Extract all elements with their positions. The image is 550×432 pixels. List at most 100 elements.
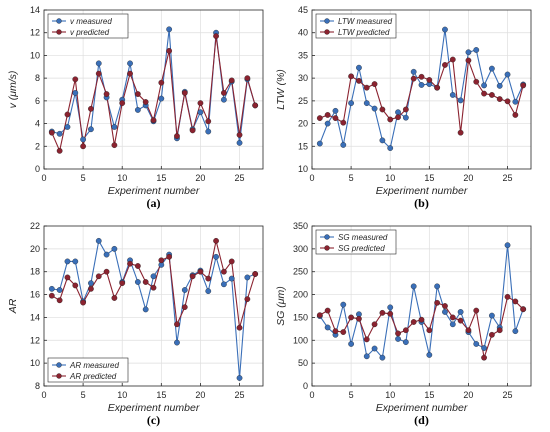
data-point [205,288,212,295]
data-point [316,140,323,147]
data-point [244,274,251,281]
y-tick-label: 30 [298,73,308,83]
x-tick-label: 10 [117,173,127,183]
data-point [402,106,409,113]
data-point [348,341,354,347]
data-point [158,79,165,86]
data-point [181,287,188,293]
data-point [340,329,347,335]
data-point [489,331,495,338]
legend-label: v measured [70,17,112,26]
y-tick-label: 150 [293,312,308,322]
y-tick-label: 4 [35,119,40,129]
data-point [80,143,86,150]
data-point [127,60,133,67]
data-point [520,306,527,313]
data-point [213,33,219,39]
data-point [88,126,94,133]
y-tick-label: 10 [298,164,308,174]
x-tick-label: 25 [503,390,513,400]
data-point [512,328,519,335]
data-point [48,129,55,136]
data-point [236,132,243,138]
y-tick-label: 8 [35,73,40,83]
data-point [379,354,386,361]
data-point [481,345,487,351]
data-point [442,26,448,33]
data-point [181,304,188,311]
legend-marker-predicted [324,245,330,251]
y-tick-label: 45 [298,5,308,15]
data-point [395,330,401,337]
data-point [72,282,79,289]
y-tick-label: 0 [35,164,40,174]
data-point [56,297,63,304]
x-tick-label: 20 [195,390,205,400]
legend: LTW measured LTW predicted [315,13,397,39]
data-point [80,299,86,306]
legend-marker-measured [56,362,62,368]
x-axis-label: Experiment number [376,185,468,197]
y-tick-label: 40 [298,28,308,38]
grid-lines [44,10,263,169]
legend-box [47,13,129,39]
x-axis-label: Experiment number [108,185,200,197]
legend-label: SG predicted [338,244,385,253]
data-point [236,375,243,381]
axes-frame [311,9,532,170]
x-tick-label: 15 [424,173,434,183]
legend-marker-measured [324,234,330,240]
y-tick-label: 22 [30,221,40,231]
data-point [434,299,441,306]
data-point [205,118,212,125]
data-point [371,105,378,112]
data-point [410,283,417,290]
y-tick-label: 10 [30,50,40,60]
y-axis-label: SG (μm) [275,286,287,326]
data-point [324,120,331,127]
data-point [64,124,71,130]
data-point [221,268,227,275]
data-point [56,130,63,137]
x-tick-label: 5 [349,173,354,183]
x-tick-label: 0 [41,390,46,400]
data-point [88,285,94,292]
panel-label: (c) [147,413,160,427]
data-point [56,147,63,154]
y-tick-label: 6 [35,96,40,106]
data-point [95,237,102,244]
legend-label: LTW predicted [338,28,390,37]
legend-box [315,229,397,255]
data-point [481,82,487,89]
data-point [228,275,235,282]
data-point [221,96,227,103]
chart-panel-a: 0 5 10 15 20 25 0 2 4 6 8 10 12 14 Experiment number v … [7,5,264,210]
legend: SG measured SG predicted [315,229,397,255]
data-point [442,303,448,309]
data-point [504,71,511,78]
data-point [150,284,157,291]
data-point [221,90,227,96]
data-point [252,271,259,277]
data-point [316,312,323,319]
legend-marker-predicted [56,373,62,379]
data-point [88,105,94,112]
data-point [95,70,102,77]
data-point [426,352,433,358]
data-point [442,62,448,68]
data-point [88,280,94,287]
y-tick-label: 18 [30,267,40,277]
data-point [213,253,219,260]
data-point [142,99,149,105]
data-point [371,81,378,87]
y-tick-label: 250 [293,267,308,277]
x-tick-label: 0 [309,390,314,400]
data-point [449,56,456,63]
axes-frame [43,9,264,170]
data-point [119,100,126,107]
data-point [442,309,448,315]
data-point [134,91,141,97]
data-point [127,260,133,267]
x-tick-label: 15 [156,390,166,400]
legend-label: SG measured [338,233,388,242]
